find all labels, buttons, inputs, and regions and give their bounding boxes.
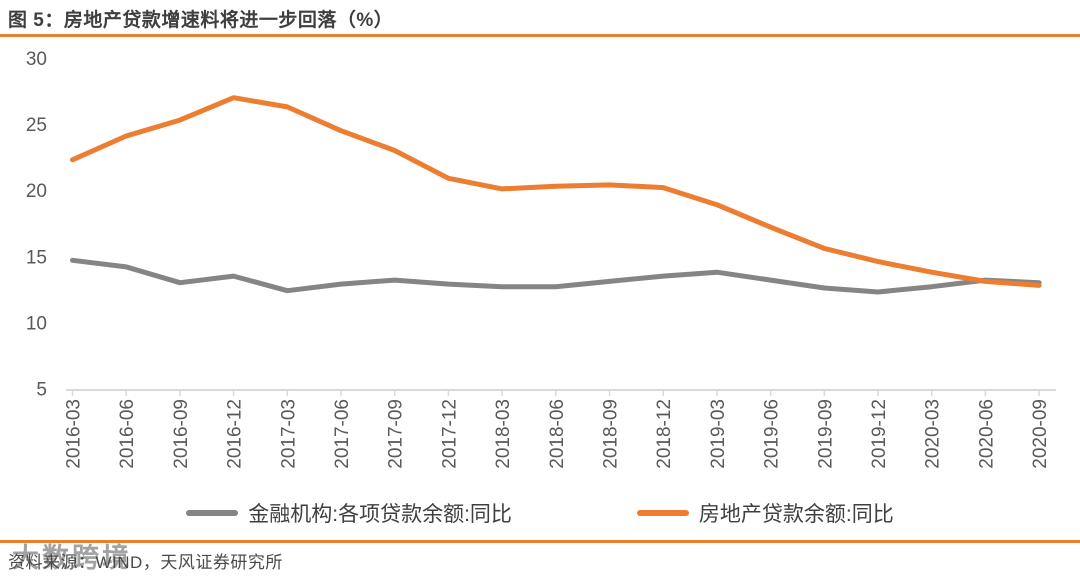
legend-item-real-estate-loans: 房地产贷款余额:同比 bbox=[636, 498, 894, 528]
svg-text:15: 15 bbox=[26, 247, 47, 268]
svg-text:2018-06: 2018-06 bbox=[547, 399, 568, 469]
svg-text:2018-09: 2018-09 bbox=[601, 399, 622, 469]
footer-divider-rule bbox=[0, 540, 1080, 543]
svg-text:2017-03: 2017-03 bbox=[278, 399, 299, 469]
svg-text:2017-06: 2017-06 bbox=[332, 399, 353, 469]
title-divider-rule bbox=[0, 34, 1080, 37]
legend-item-loans-total: 金融机构:各项贷款余额:同比 bbox=[186, 498, 512, 528]
x-axis-ticks bbox=[71, 390, 1040, 396]
chart-legend: 金融机构:各项贷款余额:同比 房地产贷款余额:同比 bbox=[0, 498, 1080, 528]
series-line-0 bbox=[70, 257, 1042, 295]
svg-text:2018-03: 2018-03 bbox=[493, 399, 514, 469]
svg-text:10: 10 bbox=[26, 313, 47, 334]
svg-text:2016-09: 2016-09 bbox=[171, 399, 192, 469]
svg-text:2016-03: 2016-03 bbox=[64, 399, 85, 469]
svg-text:2020-03: 2020-03 bbox=[923, 399, 944, 469]
svg-text:2019-03: 2019-03 bbox=[708, 399, 729, 469]
svg-text:2017-12: 2017-12 bbox=[439, 399, 460, 469]
x-axis-labels: 2016-03 2016-06 2016-09 2016-12 2017-03 2017-… bbox=[64, 399, 1052, 469]
svg-text:2018-12: 2018-12 bbox=[654, 399, 675, 469]
svg-text:2020-09: 2020-09 bbox=[1030, 399, 1051, 469]
source-note: 资料来源：WIND，天风证券研究所 bbox=[8, 553, 283, 572]
series-line-1 bbox=[70, 95, 1042, 288]
legend-label-loans-total: 金融机构:各项贷款余额:同比 bbox=[248, 503, 512, 526]
legend-swatch-gray bbox=[186, 510, 239, 516]
legend-label-real-estate-loans: 房地产贷款余额:同比 bbox=[698, 503, 894, 526]
svg-text:2016-12: 2016-12 bbox=[225, 399, 246, 469]
svg-text:20: 20 bbox=[26, 181, 47, 202]
y-axis-labels: 30 25 20 15 10 5 bbox=[26, 49, 47, 401]
legend-swatch-orange bbox=[636, 510, 689, 516]
svg-text:30: 30 bbox=[26, 49, 47, 70]
svg-text:2019-12: 2019-12 bbox=[869, 399, 890, 469]
svg-text:2019-06: 2019-06 bbox=[762, 399, 783, 469]
svg-text:2020-06: 2020-06 bbox=[976, 399, 997, 469]
svg-text:2016-06: 2016-06 bbox=[117, 399, 138, 469]
svg-text:25: 25 bbox=[26, 115, 47, 136]
figure-title: 图 5：房地产贷款增速料将进一步回落（%） bbox=[8, 10, 394, 31]
svg-text:2019-09: 2019-09 bbox=[815, 399, 836, 469]
svg-text:2017-09: 2017-09 bbox=[386, 399, 407, 469]
svg-text:5: 5 bbox=[36, 380, 47, 401]
